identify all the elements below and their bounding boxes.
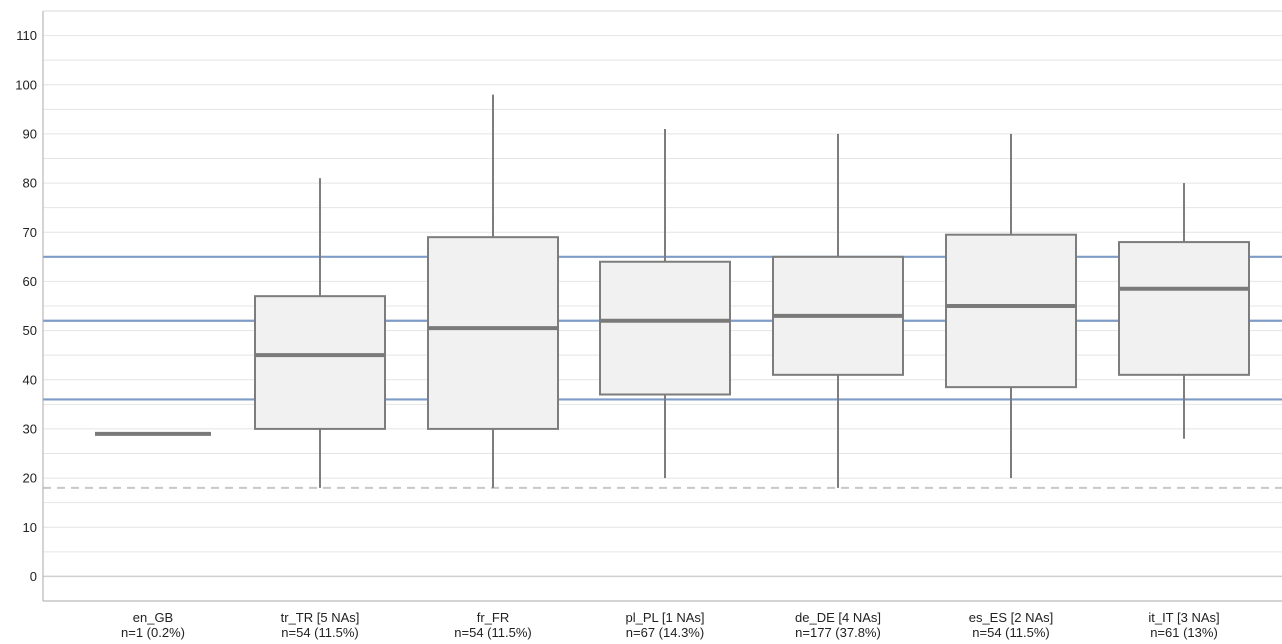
y-tick-label: 60 bbox=[23, 274, 37, 289]
box-rect bbox=[945, 233, 1077, 389]
x-category-label: it_IT [3 NAs] bbox=[1148, 610, 1219, 625]
x-category-sublabel: n=67 (14.3%) bbox=[626, 625, 704, 640]
y-tick-label: 30 bbox=[23, 421, 37, 436]
x-category-label: de_DE [4 NAs] bbox=[795, 610, 881, 625]
x-category-label: pl_PL [1 NAs] bbox=[625, 610, 704, 625]
x-category-sublabel: n=54 (11.5%) bbox=[972, 625, 1049, 640]
box-group bbox=[254, 178, 386, 488]
y-tick-label: 90 bbox=[23, 126, 37, 141]
y-tick-label: 80 bbox=[23, 176, 37, 191]
y-tick-labels: 0 10 20 30 40 50 60 70 80 90 100 110 bbox=[15, 28, 37, 584]
y-tick-label: 10 bbox=[23, 520, 37, 535]
x-category-labels: en_GBn=1 (0.2%)tr_TR [5 NAs]n=54 (11.5%)… bbox=[121, 610, 1220, 640]
y-tick-label: 40 bbox=[23, 372, 37, 387]
y-tick-label: 20 bbox=[23, 471, 37, 486]
box-rect bbox=[1118, 241, 1250, 376]
box-rect bbox=[427, 236, 559, 430]
x-category-label: en_GB bbox=[133, 610, 173, 625]
x-category-sublabel: n=54 (11.5%) bbox=[454, 625, 531, 640]
box-group bbox=[945, 133, 1077, 479]
box-rect bbox=[254, 295, 386, 430]
y-tick-label: 0 bbox=[30, 569, 37, 584]
axes bbox=[42, 10, 1282, 602]
box-group bbox=[1118, 183, 1250, 439]
y-tick-label: 110 bbox=[16, 28, 37, 43]
y-tick-label: 100 bbox=[15, 77, 37, 92]
y-tick-label: 70 bbox=[23, 225, 37, 240]
y-tick-label: 50 bbox=[23, 323, 37, 338]
x-category-sublabel: n=1 (0.2%) bbox=[121, 625, 185, 640]
x-category-sublabel: n=61 (13%) bbox=[1150, 625, 1218, 640]
box-rect bbox=[599, 260, 731, 396]
box-group bbox=[772, 133, 904, 488]
x-category-label: tr_TR [5 NAs] bbox=[281, 610, 360, 625]
boxes bbox=[95, 94, 1250, 488]
x-category-label: es_ES [2 NAs] bbox=[969, 610, 1054, 625]
x-category-label: fr_FR bbox=[477, 610, 510, 625]
box-group bbox=[599, 129, 731, 479]
x-category-sublabel: n=177 (37.8%) bbox=[795, 625, 881, 640]
x-category-sublabel: n=54 (11.5%) bbox=[281, 625, 358, 640]
box-group bbox=[427, 94, 559, 488]
